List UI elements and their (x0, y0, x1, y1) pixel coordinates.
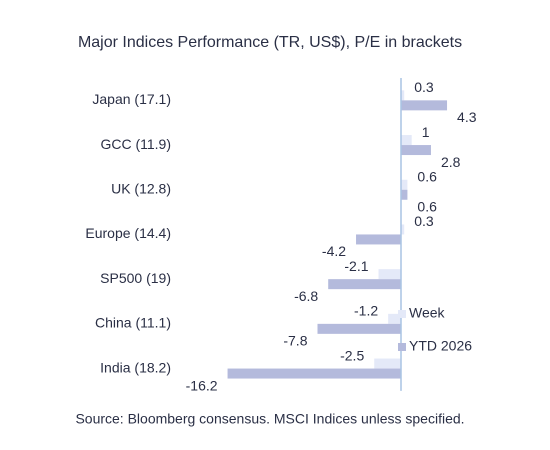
value-label: -7.8 (283, 333, 307, 349)
value-label: 0.3 (414, 79, 434, 95)
bar (401, 224, 405, 235)
bar (401, 100, 448, 111)
value-label: 2.8 (441, 154, 461, 170)
source-note: Source: Bloomberg consensus. MSCI Indice… (75, 411, 464, 427)
y-tick-label: Japan (17.1) (92, 91, 171, 107)
value-label: 0.6 (417, 168, 437, 184)
bar (374, 358, 401, 369)
value-label: 0.6 (417, 198, 437, 214)
bar (328, 279, 401, 290)
value-label: -2.1 (344, 258, 368, 274)
value-label: 4.3 (457, 109, 477, 125)
value-label: -1.2 (354, 303, 378, 319)
bar (388, 313, 401, 324)
value-label: -4.2 (322, 243, 346, 259)
value-label: -16.2 (186, 377, 218, 393)
bar (356, 234, 401, 245)
y-tick-label: SP500 (19) (100, 270, 171, 286)
y-tick-label: GCC (11.9) (100, 136, 171, 152)
legend-label: YTD 2026 (409, 338, 472, 354)
bar (227, 368, 401, 379)
legend-swatch (398, 343, 406, 351)
y-tick-label: India (18.2) (100, 359, 171, 375)
value-label: 0.3 (414, 213, 434, 229)
bar (401, 189, 408, 200)
value-label: 1 (422, 124, 430, 140)
value-label: -6.8 (294, 288, 318, 304)
bar (401, 90, 405, 101)
bar (401, 179, 408, 190)
chart-title: Major Indices Performance (TR, US$), P/E… (78, 34, 462, 51)
bar (317, 323, 401, 334)
bar (378, 269, 401, 280)
y-tick-label: UK (12.8) (111, 180, 171, 196)
y-tick-label: Europe (14.4) (85, 225, 171, 241)
legend-label: Week (409, 305, 446, 321)
bar (401, 135, 412, 146)
legend-swatch (398, 310, 406, 318)
bar (401, 145, 431, 156)
value-label: -2.5 (340, 347, 364, 363)
y-tick-label: China (11.1) (95, 315, 171, 331)
